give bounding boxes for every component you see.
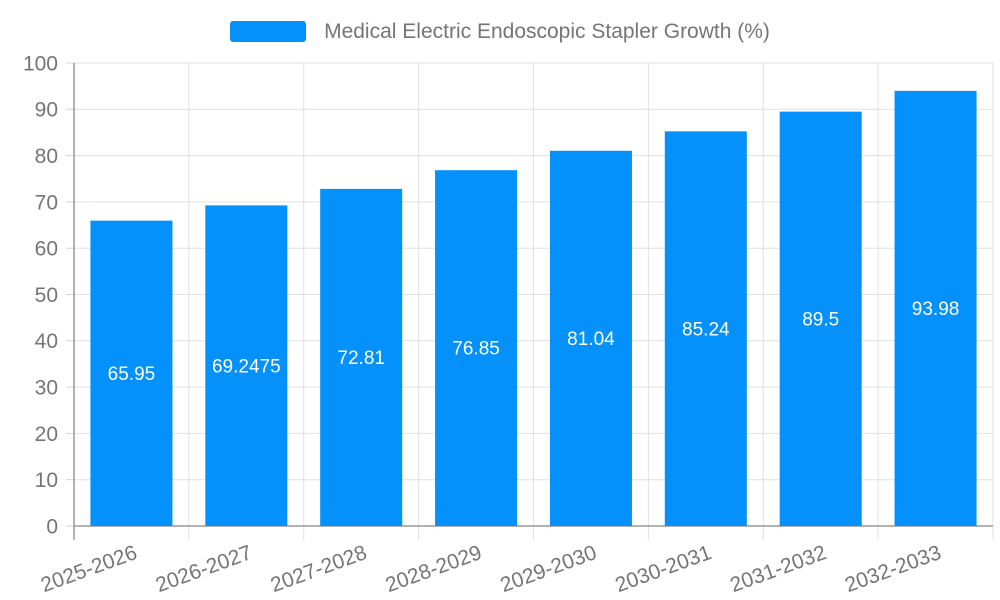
y-tick-label: 50 <box>35 284 58 307</box>
bar-value-label: 93.98 <box>912 299 960 320</box>
y-tick-label: 10 <box>35 469 58 492</box>
y-tick-label: 100 <box>23 52 58 75</box>
bar[interactable] <box>894 90 977 527</box>
legend-label: Medical Electric Endoscopic Stapler Grow… <box>324 20 770 43</box>
bar[interactable] <box>205 205 288 526</box>
legend-item[interactable]: Medical Electric Endoscopic Stapler Grow… <box>230 20 770 43</box>
bar-value-label: 85.24 <box>682 319 730 340</box>
legend: Medical Electric Endoscopic Stapler Grow… <box>0 20 1000 43</box>
x-axis-label: 2030-2031 <box>612 541 714 597</box>
x-axis-label: 2029-2030 <box>497 541 599 597</box>
bar[interactable] <box>664 131 747 526</box>
bar-value-label: 81.04 <box>567 329 615 350</box>
bar-value-label: 76.85 <box>452 339 500 360</box>
y-tick-label: 70 <box>35 191 58 214</box>
y-tick-label: 90 <box>35 99 58 122</box>
y-tick-label: 60 <box>35 238 58 261</box>
bars: 65.95 69.2475 72.81 76.85 81.04 85.24 89.5 93.9… <box>90 90 977 527</box>
bar[interactable] <box>435 170 518 526</box>
x-axis-label: 2031-2032 <box>727 541 829 597</box>
y-tick-label: 80 <box>35 145 58 168</box>
x-axis-label: 2025-2026 <box>38 541 140 597</box>
bar-value-label: 69.2475 <box>212 356 281 377</box>
bar[interactable] <box>549 150 632 527</box>
y-tick-label: 20 <box>35 423 58 446</box>
x-axis-label: 2028-2029 <box>383 541 485 597</box>
y-tick-label: 30 <box>35 376 58 399</box>
bar[interactable] <box>90 220 173 527</box>
legend-swatch <box>230 21 307 42</box>
x-axis-label: 2027-2028 <box>268 541 370 597</box>
bar-value-label: 65.95 <box>108 364 156 385</box>
bar[interactable] <box>779 111 862 527</box>
y-tick-label: 40 <box>35 330 58 353</box>
bar[interactable] <box>320 188 403 526</box>
y-tick-label: 0 <box>46 515 58 538</box>
bar-value-label: 89.5 <box>802 309 839 330</box>
bar-value-label: 72.81 <box>337 348 385 369</box>
x-axis-label: 2026-2027 <box>153 541 255 597</box>
x-axis-label: 2032-2033 <box>842 541 944 597</box>
